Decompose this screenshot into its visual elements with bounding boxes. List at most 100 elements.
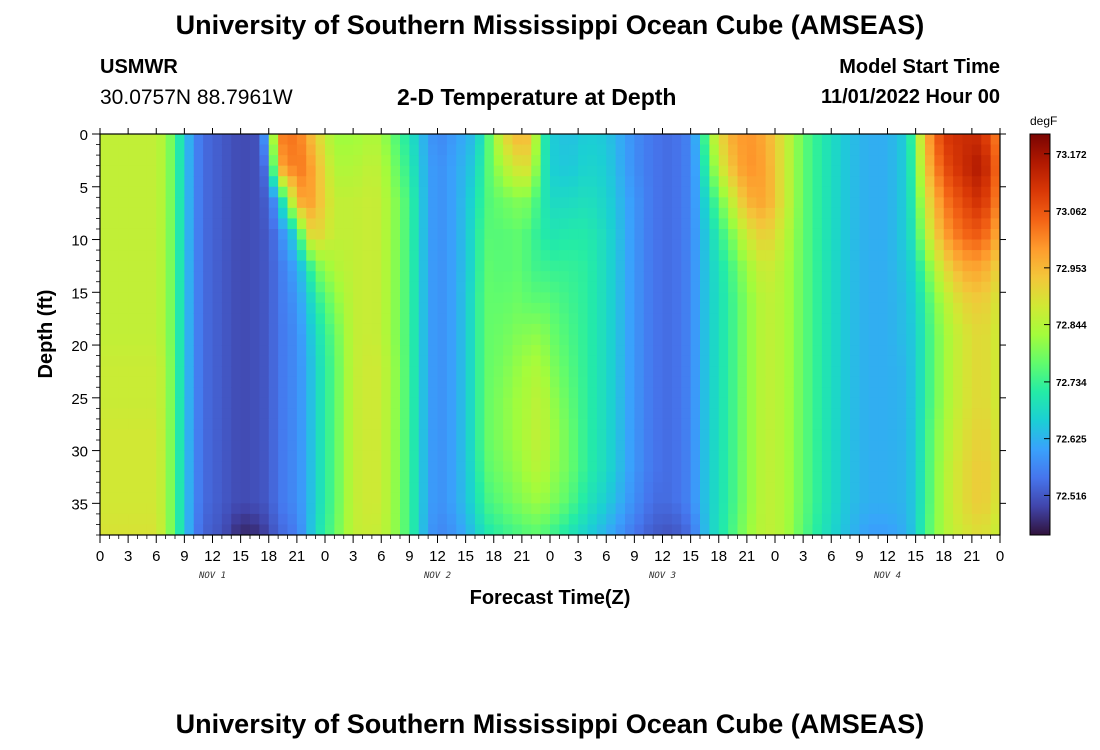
heatmap-cell bbox=[915, 134, 926, 146]
heatmap-cell bbox=[287, 418, 298, 431]
heatmap-cell bbox=[934, 440, 945, 452]
heatmap-cell bbox=[878, 218, 889, 230]
heatmap-cell bbox=[165, 313, 176, 325]
heatmap-cell bbox=[896, 503, 907, 515]
heatmap-cell bbox=[981, 144, 992, 156]
heatmap-cell bbox=[596, 239, 607, 251]
heatmap-cell bbox=[868, 134, 879, 146]
heatmap-cell bbox=[109, 408, 120, 420]
heatmap-cell bbox=[981, 387, 992, 399]
heatmap-cell bbox=[306, 418, 317, 431]
heatmap-cell bbox=[475, 492, 485, 504]
heatmap-cell bbox=[859, 323, 870, 336]
heatmap-cell bbox=[578, 440, 589, 452]
heatmap-cell bbox=[662, 524, 673, 535]
heatmap-cell bbox=[240, 155, 251, 167]
heatmap-cell bbox=[221, 239, 232, 251]
heatmap-cell bbox=[137, 471, 148, 483]
heatmap-cell bbox=[821, 418, 832, 431]
heatmap-cell bbox=[812, 397, 823, 409]
heatmap-cell bbox=[850, 165, 860, 177]
heatmap-cell bbox=[540, 418, 551, 431]
heatmap-cell bbox=[718, 345, 729, 357]
heatmap-cell bbox=[156, 345, 167, 357]
heatmap-cell bbox=[746, 418, 757, 431]
heatmap-cell bbox=[390, 450, 401, 462]
heatmap-cell bbox=[531, 218, 542, 230]
heatmap-cell bbox=[606, 503, 617, 515]
heatmap-cell bbox=[793, 387, 804, 399]
heatmap-cell bbox=[146, 461, 157, 473]
heatmap-cell bbox=[456, 513, 467, 526]
heatmap-cell bbox=[521, 197, 532, 209]
heatmap-cell bbox=[962, 292, 973, 304]
heatmap-cell bbox=[840, 492, 851, 504]
heatmap-cell bbox=[296, 471, 307, 483]
heatmap-cell bbox=[418, 450, 429, 462]
heatmap-cell bbox=[287, 513, 298, 526]
heatmap-cell bbox=[203, 281, 214, 293]
heatmap-cell bbox=[287, 144, 298, 156]
heatmap-cell bbox=[128, 450, 139, 462]
heatmap-cell bbox=[634, 176, 645, 188]
heatmap-cell bbox=[493, 355, 504, 367]
heatmap-cell bbox=[625, 461, 635, 473]
heatmap-cell bbox=[315, 292, 326, 304]
heatmap-cell bbox=[287, 218, 298, 230]
heatmap-cell bbox=[625, 492, 635, 504]
heatmap-cell bbox=[550, 461, 560, 473]
heatmap-cell bbox=[662, 366, 673, 378]
heatmap-cell bbox=[240, 492, 251, 504]
heatmap-cell bbox=[550, 345, 560, 357]
heatmap-cell bbox=[775, 376, 785, 388]
heatmap-cell bbox=[990, 524, 1000, 535]
heatmap-cell bbox=[578, 471, 589, 483]
heatmap-cell bbox=[306, 492, 317, 504]
heatmap-cell bbox=[353, 440, 364, 452]
heatmap-cell bbox=[371, 197, 382, 209]
heatmap-cell bbox=[156, 492, 167, 504]
heatmap-cell bbox=[793, 440, 804, 452]
heatmap-cell bbox=[718, 197, 729, 209]
x-tick-label: 0 bbox=[96, 548, 104, 565]
heatmap-cell bbox=[746, 218, 757, 230]
heatmap-cell bbox=[850, 218, 860, 230]
heatmap-cell bbox=[259, 134, 270, 146]
heatmap-cell bbox=[981, 302, 992, 314]
heatmap-cell bbox=[400, 482, 410, 494]
heatmap-cell bbox=[175, 281, 185, 293]
heatmap-cell bbox=[765, 323, 776, 336]
heatmap-cell bbox=[606, 429, 617, 441]
heatmap-cell bbox=[296, 376, 307, 388]
heatmap-cell bbox=[775, 144, 785, 156]
heatmap-cell bbox=[259, 334, 270, 346]
heatmap-cell bbox=[493, 165, 504, 177]
heatmap-cell bbox=[756, 313, 767, 325]
heatmap-cell bbox=[240, 345, 251, 357]
heatmap-cell bbox=[184, 197, 195, 209]
heatmap-cell bbox=[690, 250, 701, 262]
heatmap-cell bbox=[596, 260, 607, 272]
heatmap-cell bbox=[137, 345, 148, 357]
heatmap-cell bbox=[765, 207, 776, 220]
heatmap-cell bbox=[193, 292, 204, 304]
heatmap-cell bbox=[512, 440, 523, 452]
heatmap-cell bbox=[428, 450, 439, 462]
heatmap-cell bbox=[840, 186, 851, 198]
heatmap-cell bbox=[156, 313, 167, 325]
heatmap-cell bbox=[775, 524, 785, 535]
heatmap-cell bbox=[221, 155, 232, 167]
heatmap-cell bbox=[765, 397, 776, 409]
heatmap-cell bbox=[690, 376, 701, 388]
heatmap-cell bbox=[184, 513, 195, 526]
heatmap-cell bbox=[925, 197, 935, 209]
heatmap-cell bbox=[625, 313, 635, 325]
heatmap-cell bbox=[568, 292, 579, 304]
heatmap-cell bbox=[784, 281, 795, 293]
heatmap-cell bbox=[521, 492, 532, 504]
heatmap-cell bbox=[775, 450, 785, 462]
heatmap-cell bbox=[296, 366, 307, 378]
heatmap-cell bbox=[146, 397, 157, 409]
x-tick-label: 21 bbox=[514, 548, 531, 565]
